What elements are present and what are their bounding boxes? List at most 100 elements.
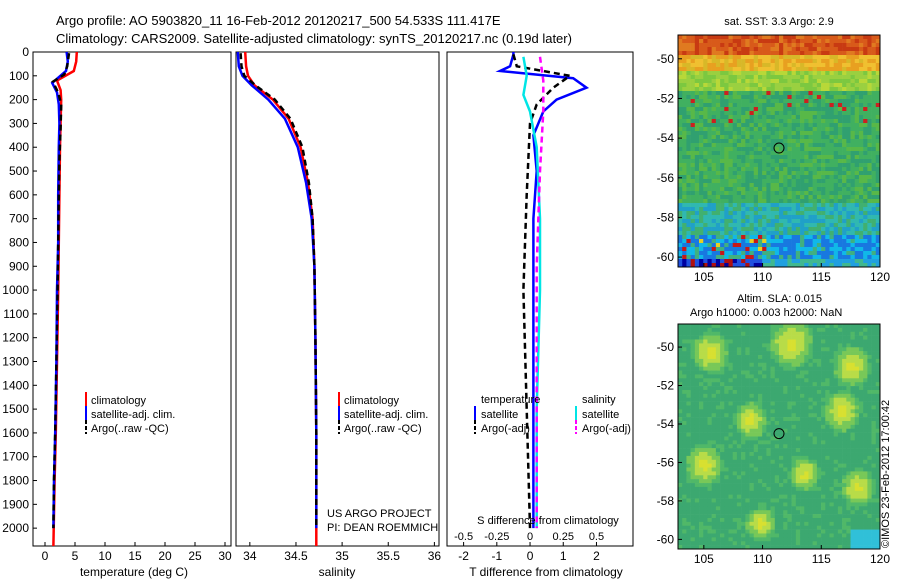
map-cell	[821, 143, 826, 148]
map-cell	[686, 139, 691, 144]
map-cell	[720, 99, 725, 104]
map-cell	[808, 43, 813, 48]
map-cell	[804, 455, 809, 461]
map-cell	[795, 459, 801, 464]
map-cell	[690, 251, 696, 256]
map-cell	[724, 401, 729, 406]
map-cell	[867, 397, 872, 402]
map-cell	[829, 151, 835, 156]
map-cell	[699, 139, 704, 144]
map-cell	[875, 417, 880, 422]
map-cell	[821, 389, 826, 395]
map-cell	[774, 467, 780, 472]
map-cell	[749, 339, 755, 344]
map-cell	[694, 436, 700, 441]
map-cell	[774, 155, 780, 160]
map-cell	[728, 87, 734, 92]
map-cell	[753, 444, 759, 449]
map-cell	[745, 103, 750, 108]
map-cell	[875, 131, 880, 136]
map-cell	[749, 131, 755, 136]
sst-map-argo-marker	[773, 142, 785, 154]
map-cell	[724, 207, 729, 212]
map-cell	[707, 397, 712, 402]
map-cell	[715, 135, 721, 140]
map-cell	[736, 191, 742, 196]
map-cell	[694, 358, 700, 364]
map-cell	[846, 187, 851, 192]
map-cell	[850, 378, 856, 383]
map-cell	[787, 251, 792, 256]
map-cell	[678, 155, 683, 160]
map-cell	[833, 243, 839, 248]
map-cell	[816, 203, 822, 208]
map-cell	[720, 397, 725, 402]
map-cell	[804, 63, 809, 68]
map-cell	[816, 436, 822, 441]
map-cell	[728, 389, 734, 395]
map-cell	[694, 163, 700, 168]
map-cell	[711, 163, 717, 168]
map-cell	[770, 251, 776, 256]
map-cell	[753, 231, 759, 236]
map-cell	[850, 111, 856, 116]
map-cell	[795, 440, 801, 445]
map-cell	[686, 459, 691, 464]
map-cell	[741, 47, 746, 52]
map-cell	[707, 83, 712, 88]
map-cell	[787, 355, 792, 360]
map-cell	[720, 107, 725, 112]
map-cell	[783, 183, 788, 188]
map-cell	[715, 43, 721, 48]
map-cell	[787, 479, 792, 484]
map-cell	[757, 479, 763, 484]
map-cell	[863, 351, 868, 356]
map-cell	[678, 409, 683, 414]
map-cell	[736, 63, 742, 68]
map-cell	[800, 131, 805, 136]
map-cell	[694, 87, 700, 92]
map-cell	[757, 203, 763, 208]
map-cell	[682, 251, 687, 256]
map-cell	[808, 79, 813, 84]
map-cell	[757, 191, 763, 196]
map-cell	[690, 239, 696, 244]
map-cell	[816, 99, 822, 104]
map-cell	[724, 191, 729, 196]
map-cell	[875, 444, 880, 449]
map-cell	[800, 47, 805, 52]
salinity-diff-tick-label: -0.5	[454, 531, 473, 543]
map-cell	[846, 227, 851, 232]
map-cell	[791, 247, 797, 252]
map-cell	[829, 239, 835, 244]
map-cell	[816, 386, 822, 391]
map-cell	[774, 327, 780, 333]
map-cell	[808, 251, 813, 256]
map-cell	[858, 207, 864, 212]
difference-temperature-satellite-line	[495, 52, 590, 529]
map-cell	[821, 171, 826, 176]
salinity-diff-tick-label: -0.25	[484, 531, 509, 543]
map-cell	[837, 401, 843, 406]
map-cell	[707, 355, 712, 360]
map-cell	[745, 483, 750, 488]
map-cell	[858, 343, 864, 348]
map-cell	[787, 389, 792, 395]
map-cell	[741, 211, 746, 216]
map-cell	[787, 331, 792, 336]
map-cell	[715, 263, 721, 267]
map-cell	[825, 327, 830, 333]
map-cell	[787, 401, 792, 406]
map-cell	[816, 151, 822, 156]
map-cell	[783, 163, 788, 168]
map-cell	[745, 131, 750, 136]
map-cell	[858, 215, 864, 220]
map-cell	[736, 171, 742, 176]
map-cell	[837, 155, 843, 160]
map-cell	[863, 211, 868, 216]
map-cell	[682, 191, 687, 196]
map-cell	[808, 167, 813, 172]
map-cell	[846, 401, 851, 406]
map-cell	[728, 71, 734, 76]
map-cell	[711, 459, 717, 464]
